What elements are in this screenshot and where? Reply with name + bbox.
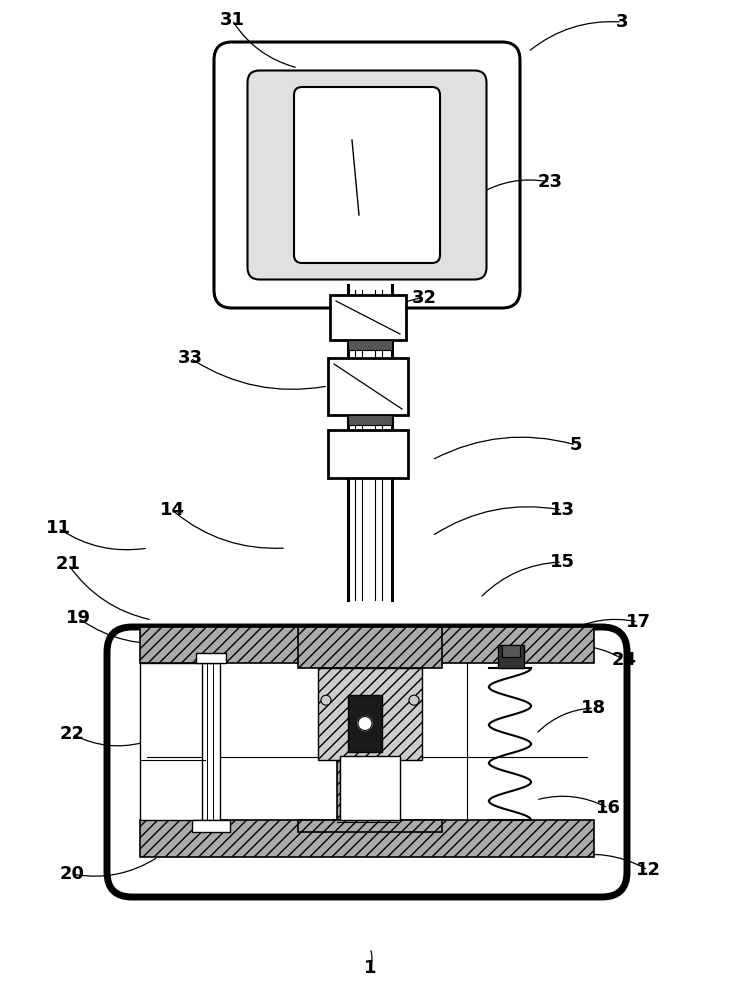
FancyBboxPatch shape xyxy=(107,627,627,897)
Bar xyxy=(348,415,392,425)
Text: 22: 22 xyxy=(60,725,85,743)
Circle shape xyxy=(358,716,372,730)
Bar xyxy=(140,820,594,857)
Bar xyxy=(328,430,408,478)
Text: 24: 24 xyxy=(612,651,637,669)
Text: 16: 16 xyxy=(595,799,620,817)
FancyBboxPatch shape xyxy=(214,42,520,308)
Bar xyxy=(348,695,382,752)
Circle shape xyxy=(409,695,419,705)
Bar xyxy=(330,295,406,340)
Text: 17: 17 xyxy=(625,613,650,631)
Bar xyxy=(328,358,408,415)
Bar xyxy=(298,820,442,832)
Bar xyxy=(140,627,594,663)
Text: 11: 11 xyxy=(46,519,71,537)
Bar xyxy=(498,645,524,668)
Text: 33: 33 xyxy=(177,349,203,367)
Bar xyxy=(348,340,392,350)
Bar xyxy=(318,668,422,760)
Text: 3: 3 xyxy=(616,13,628,31)
Text: 18: 18 xyxy=(581,699,606,717)
Bar xyxy=(196,653,226,663)
Text: 32: 32 xyxy=(412,289,437,307)
Text: 13: 13 xyxy=(550,501,575,519)
Bar xyxy=(192,820,230,832)
Circle shape xyxy=(321,695,331,705)
FancyBboxPatch shape xyxy=(294,87,440,263)
Text: 20: 20 xyxy=(60,865,85,883)
Text: 1: 1 xyxy=(364,959,376,977)
Text: 21: 21 xyxy=(56,555,81,573)
Text: 12: 12 xyxy=(636,861,661,879)
Text: 23: 23 xyxy=(537,173,562,191)
Text: 5: 5 xyxy=(570,436,582,454)
FancyBboxPatch shape xyxy=(248,70,487,279)
Bar xyxy=(202,663,220,820)
Bar xyxy=(502,645,520,657)
Text: 14: 14 xyxy=(159,501,184,519)
Bar xyxy=(298,627,442,668)
Bar xyxy=(337,668,397,820)
Text: 15: 15 xyxy=(550,553,575,571)
Text: 19: 19 xyxy=(65,609,90,627)
Bar xyxy=(340,756,400,820)
Text: 31: 31 xyxy=(220,11,245,29)
Bar xyxy=(140,663,205,820)
